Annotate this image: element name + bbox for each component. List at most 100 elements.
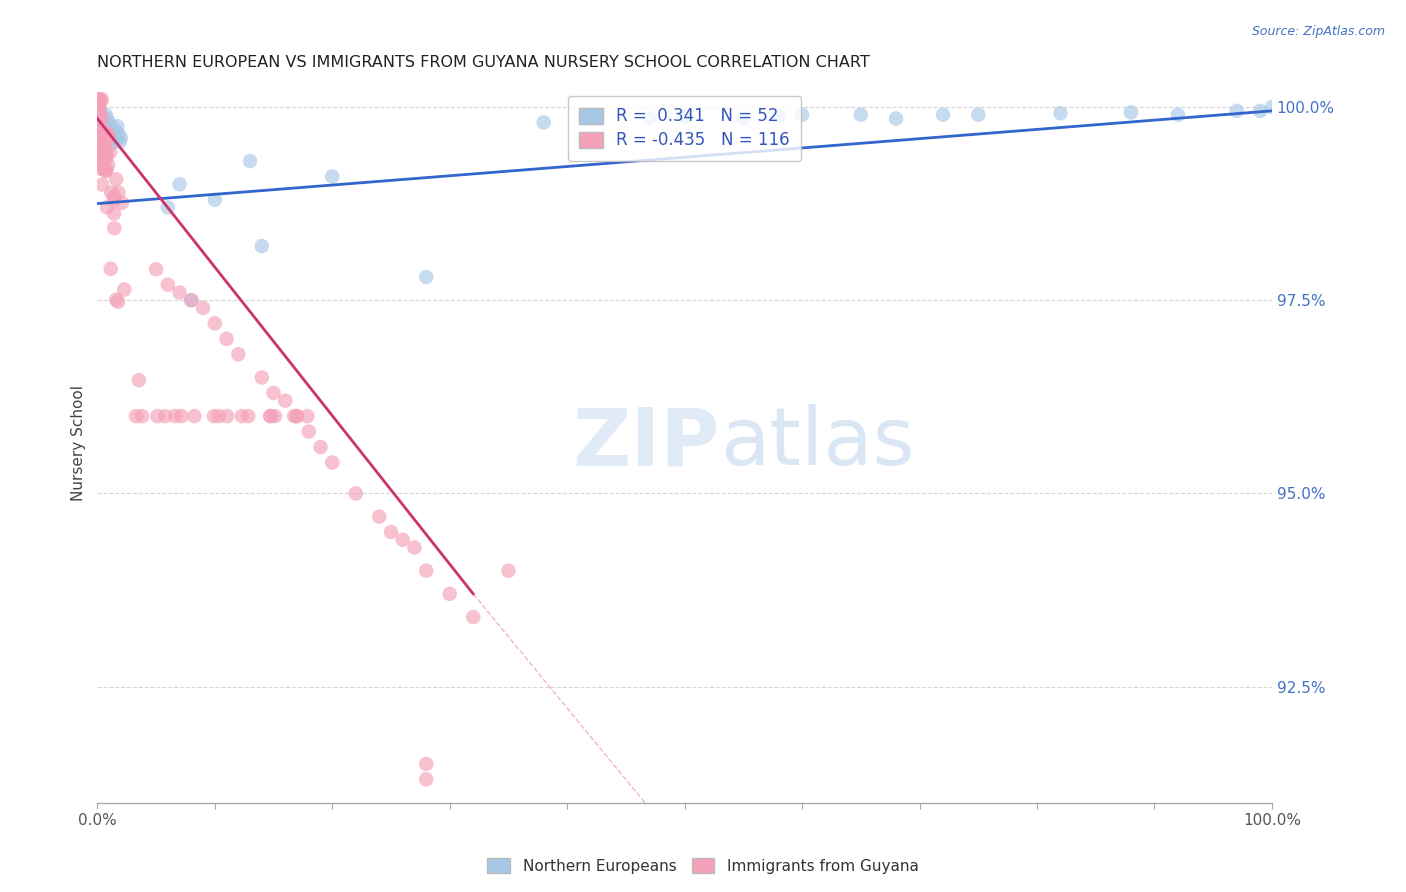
Point [180, 293, 202, 308]
Point [90, 157, 112, 171]
Point [90, 92, 112, 106]
Point [169, 285, 191, 300]
Point [94, 108, 117, 122]
Point [415, 564, 437, 578]
Point [104, 123, 127, 137]
Point [100, 131, 122, 145]
Point [110, 131, 132, 145]
Point [264, 409, 287, 423]
Point [89, 106, 111, 120]
Point [250, 370, 273, 384]
Point [145, 262, 167, 277]
Point [87, 135, 110, 149]
Point [180, 293, 202, 308]
Point [321, 455, 343, 469]
Point [107, 186, 129, 200]
Point [204, 317, 226, 331]
Point [94, 145, 117, 159]
Point [89, 92, 111, 106]
Point [498, 564, 520, 578]
Legend: R =  0.341   N = 52, R = -0.435   N = 116: R = 0.341 N = 52, R = -0.435 N = 116 [568, 95, 801, 161]
Point [103, 221, 125, 235]
Point [439, 587, 461, 601]
Point [87, 100, 110, 114]
Point [94, 163, 117, 178]
Point [156, 277, 179, 292]
Point [93, 115, 115, 129]
Point [112, 283, 135, 297]
Point [298, 425, 321, 439]
Point [90, 112, 112, 126]
Point [91, 142, 114, 156]
Point [96, 135, 118, 149]
Point [108, 135, 131, 149]
Point [94, 131, 117, 145]
Point [90, 135, 112, 149]
Point [94, 164, 117, 178]
Point [90, 130, 112, 145]
Point [309, 440, 332, 454]
Point [183, 409, 205, 423]
Point [91, 142, 114, 156]
Point [204, 193, 226, 207]
Point [97, 128, 120, 143]
Point [673, 109, 696, 123]
Point [97, 123, 120, 137]
Point [849, 108, 872, 122]
Point [90, 115, 112, 129]
Point [87, 123, 110, 137]
Point [226, 347, 249, 361]
Point [415, 756, 437, 771]
Point [101, 127, 124, 141]
Point [91, 148, 114, 162]
Point [90, 129, 112, 144]
Point [96, 112, 118, 126]
Point [105, 172, 128, 186]
Point [98, 120, 121, 134]
Point [90, 111, 112, 125]
Point [91, 120, 114, 134]
Point [89, 103, 111, 118]
Point [97, 127, 120, 141]
Point [321, 169, 343, 184]
Point [215, 332, 238, 346]
Text: atlas: atlas [720, 404, 914, 483]
Point [91, 178, 114, 192]
Point [128, 373, 150, 387]
Point [90, 126, 112, 140]
Point [733, 112, 755, 126]
Point [1119, 105, 1142, 120]
Point [87, 106, 110, 120]
Point [89, 148, 111, 162]
Point [231, 409, 253, 423]
Point [156, 201, 179, 215]
Point [131, 409, 153, 423]
Point [98, 145, 121, 160]
Point [463, 610, 485, 624]
Point [155, 409, 177, 423]
Point [100, 186, 122, 200]
Point [215, 409, 238, 423]
Point [391, 533, 413, 547]
Point [93, 139, 115, 153]
Point [96, 135, 118, 149]
Point [90, 119, 112, 133]
Point [259, 409, 281, 423]
Point [91, 125, 114, 139]
Point [96, 162, 118, 177]
Point [100, 261, 122, 276]
Point [89, 126, 111, 140]
Point [1226, 103, 1249, 118]
Point [91, 120, 114, 134]
Point [87, 135, 110, 149]
Point [87, 110, 110, 124]
Point [89, 128, 111, 142]
Point [404, 541, 426, 555]
Point [125, 409, 148, 423]
Point [415, 772, 437, 787]
Point [103, 189, 125, 203]
Point [97, 158, 120, 172]
Point [250, 239, 273, 253]
Point [107, 127, 129, 141]
Point [87, 112, 110, 126]
